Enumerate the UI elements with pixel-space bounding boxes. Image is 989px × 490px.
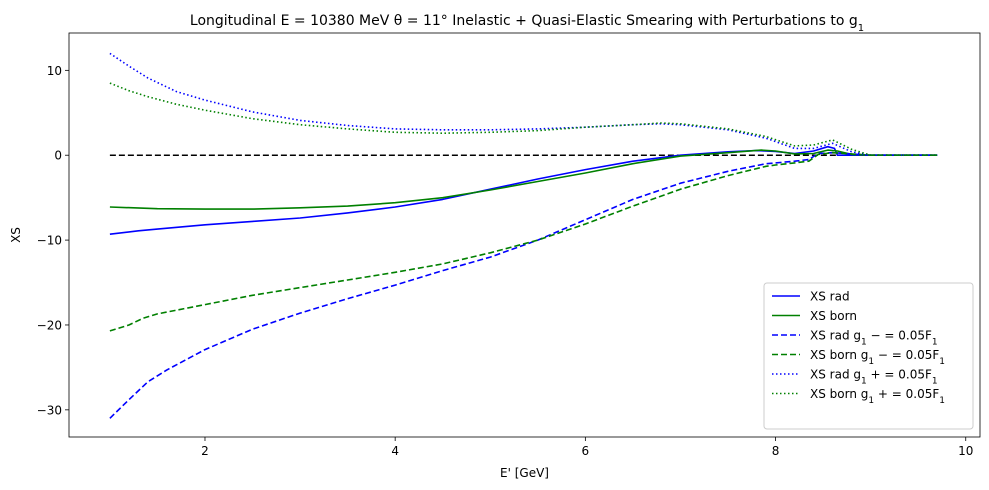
x-axis-label: E' [GeV]: [500, 466, 549, 480]
legend-label: XS born: [810, 309, 857, 323]
series-line-6: [109, 82, 938, 156]
x-tick-label: 2: [201, 444, 209, 458]
y-axis-label: XS: [9, 227, 23, 243]
series-line-4: [109, 151, 938, 332]
y-axis: −30 −20 −10 0 10: [37, 64, 69, 417]
legend-label: XS born g1 + = 0.05F1: [810, 387, 945, 406]
chart-title: Longitudinal E = 10380 MeV θ = 11° Inela…: [190, 13, 864, 34]
chart-title-subscript: 1: [858, 23, 864, 34]
x-tick-label: 4: [391, 444, 399, 458]
chart-title-main: Longitudinal E = 10380 MeV θ = 11° Inela…: [190, 13, 858, 29]
x-axis: 2 4 6 8 10: [201, 437, 973, 458]
legend-label: XS rad g1 − = 0.05F1: [810, 329, 938, 348]
series-line-2: [109, 149, 938, 210]
legend-label: XS born g1 − = 0.05F1: [810, 348, 945, 367]
x-tick-label: 8: [772, 444, 780, 458]
series-line-5: [109, 52, 938, 156]
y-tick-label: −30: [37, 403, 62, 417]
series-line-1: [109, 145, 938, 235]
series-line-3: [109, 151, 938, 419]
x-tick-label: 6: [582, 444, 590, 458]
y-tick-label: −10: [37, 234, 62, 248]
y-tick-label: 0: [54, 149, 62, 163]
legend-label: XS rad g1 + = 0.05F1: [810, 368, 938, 387]
axes-frame: [68, 32, 981, 438]
plot-area: [109, 52, 938, 419]
legend-label: XS rad: [810, 290, 850, 304]
y-tick-label: 10: [47, 64, 62, 78]
legend-box: [763, 282, 974, 430]
x-tick-label: 10: [958, 444, 973, 458]
y-tick-label: −20: [37, 318, 62, 332]
